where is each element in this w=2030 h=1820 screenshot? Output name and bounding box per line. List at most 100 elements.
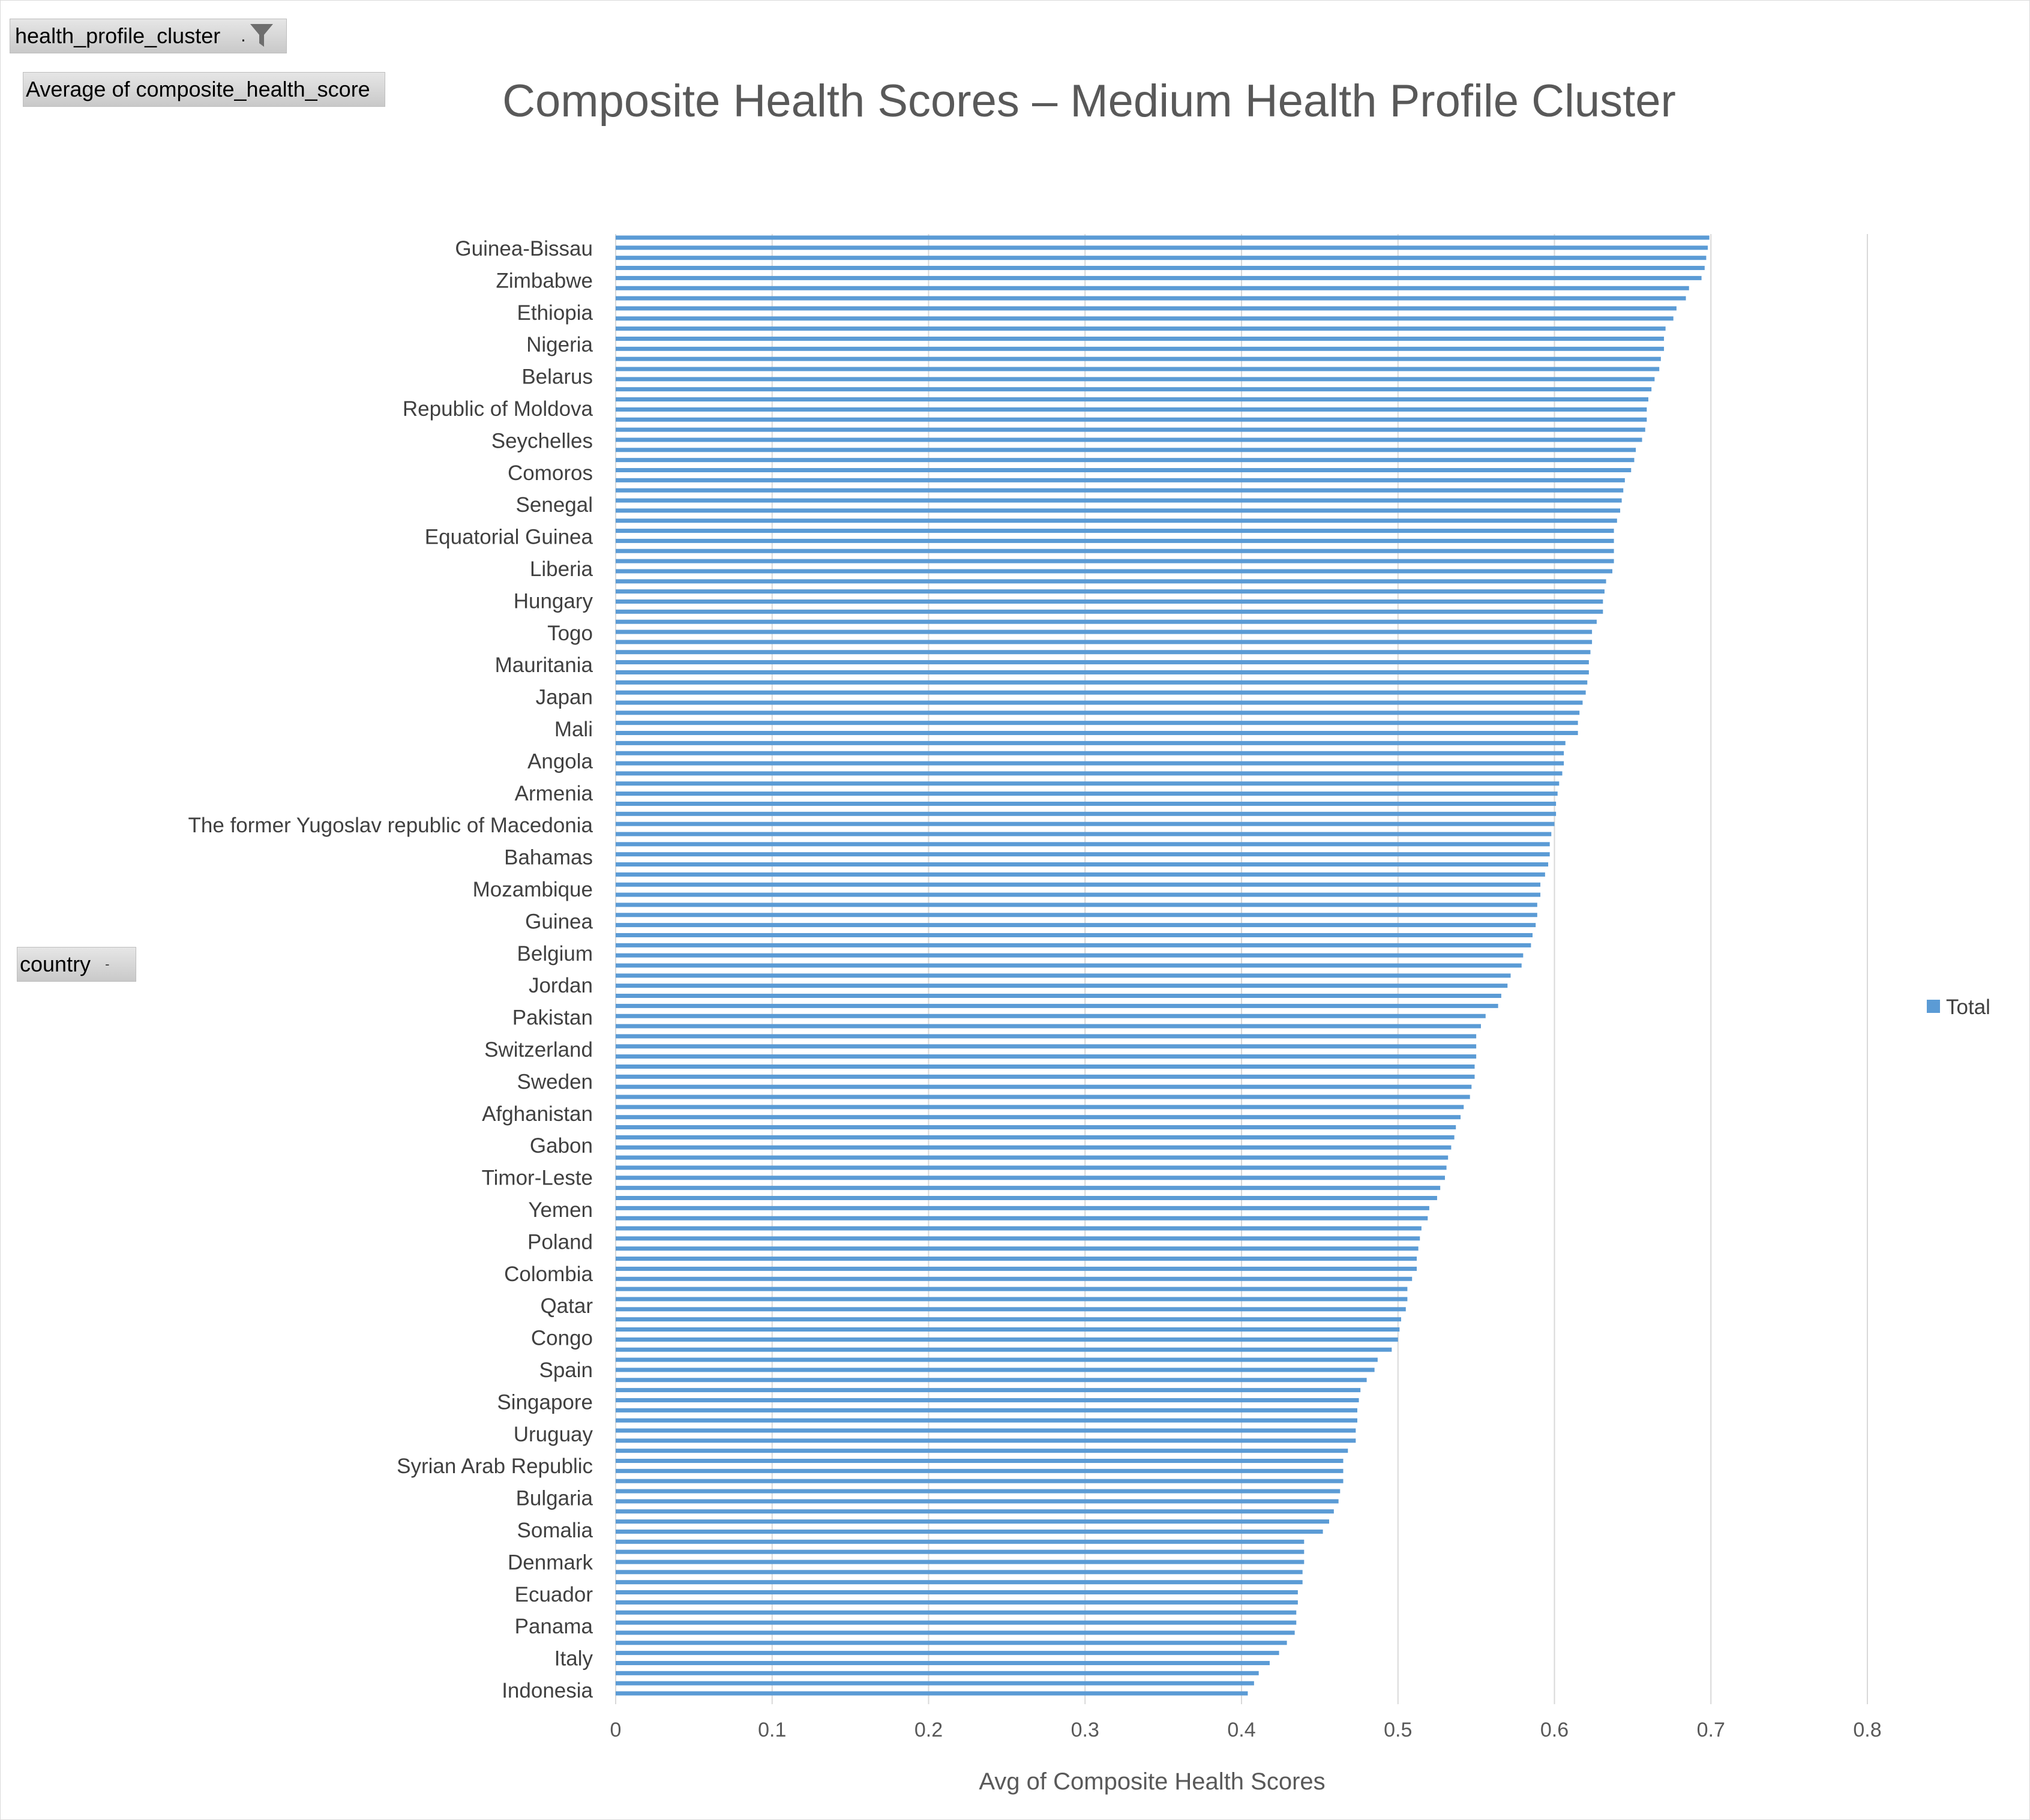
- bar[interactable]: [616, 529, 1614, 533]
- bar[interactable]: [616, 842, 1550, 847]
- bar[interactable]: [616, 407, 1647, 412]
- bar[interactable]: [616, 1529, 1323, 1534]
- bar[interactable]: [616, 731, 1578, 736]
- bar[interactable]: [616, 1145, 1452, 1150]
- bar[interactable]: [616, 498, 1622, 503]
- bar[interactable]: [616, 1307, 1406, 1312]
- bar[interactable]: [616, 548, 1614, 553]
- bar[interactable]: [616, 670, 1589, 674]
- bar[interactable]: [616, 801, 1557, 806]
- bar[interactable]: [616, 1266, 1417, 1271]
- bar[interactable]: [616, 1357, 1378, 1362]
- bar[interactable]: [616, 1226, 1422, 1231]
- bar[interactable]: [616, 1125, 1456, 1130]
- bar[interactable]: [616, 488, 1624, 493]
- bar[interactable]: [616, 1176, 1445, 1180]
- bar[interactable]: [616, 245, 1708, 250]
- bar[interactable]: [616, 1084, 1472, 1089]
- bar[interactable]: [616, 832, 1552, 836]
- bar[interactable]: [616, 1034, 1477, 1039]
- bar[interactable]: [616, 508, 1621, 513]
- bar[interactable]: [616, 458, 1635, 463]
- bar[interactable]: [616, 1580, 1303, 1585]
- bar[interactable]: [616, 518, 1617, 523]
- bar[interactable]: [616, 680, 1588, 685]
- bar[interactable]: [616, 1246, 1419, 1251]
- bar[interactable]: [616, 1024, 1481, 1029]
- bar[interactable]: [616, 589, 1605, 594]
- bar[interactable]: [616, 1276, 1413, 1281]
- bar[interactable]: [616, 538, 1614, 543]
- bar[interactable]: [616, 235, 1710, 240]
- bar[interactable]: [616, 256, 1707, 260]
- bar[interactable]: [616, 690, 1586, 695]
- bar[interactable]: [616, 1155, 1449, 1160]
- bar[interactable]: [616, 721, 1578, 725]
- bar[interactable]: [616, 346, 1665, 351]
- bar[interactable]: [616, 1115, 1461, 1120]
- bar[interactable]: [616, 640, 1593, 644]
- bar[interactable]: [616, 275, 1702, 280]
- bar[interactable]: [616, 1499, 1339, 1504]
- bar[interactable]: [616, 892, 1541, 897]
- bar[interactable]: [616, 821, 1555, 826]
- bar[interactable]: [616, 1378, 1367, 1383]
- bar[interactable]: [616, 1195, 1437, 1200]
- bar[interactable]: [616, 629, 1593, 634]
- cluster-filter-button[interactable]: health_profile_cluster .: [10, 19, 287, 53]
- bar[interactable]: [616, 1600, 1298, 1605]
- bar[interactable]: [616, 1468, 1344, 1473]
- bar[interactable]: [616, 437, 1642, 442]
- bar[interactable]: [616, 811, 1557, 816]
- bar[interactable]: [616, 569, 1612, 574]
- bar[interactable]: [616, 619, 1597, 624]
- measure-field-button[interactable]: Average of composite_health_score: [23, 72, 385, 107]
- bar[interactable]: [616, 984, 1508, 988]
- bar[interactable]: [616, 1428, 1356, 1433]
- bar[interactable]: [616, 1014, 1486, 1018]
- bar[interactable]: [616, 1105, 1464, 1110]
- bar[interactable]: [616, 266, 1705, 271]
- bar[interactable]: [616, 1539, 1305, 1544]
- bar[interactable]: [616, 1418, 1357, 1423]
- bar[interactable]: [616, 1479, 1344, 1483]
- bar[interactable]: [616, 1074, 1475, 1079]
- bar[interactable]: [616, 913, 1537, 918]
- bar[interactable]: [616, 943, 1531, 948]
- bar[interactable]: [616, 1630, 1295, 1635]
- bar[interactable]: [616, 397, 1648, 402]
- bar[interactable]: [616, 609, 1603, 614]
- country-row-field-button[interactable]: country -: [17, 947, 136, 982]
- bar[interactable]: [616, 467, 1632, 472]
- bar[interactable]: [616, 1610, 1297, 1615]
- bar[interactable]: [616, 862, 1549, 867]
- bar[interactable]: [616, 1003, 1498, 1008]
- legend[interactable]: Total: [1927, 996, 1990, 1019]
- bar[interactable]: [616, 1641, 1287, 1645]
- bar[interactable]: [616, 579, 1606, 584]
- bar[interactable]: [616, 973, 1511, 978]
- bar[interactable]: [616, 1317, 1401, 1322]
- bar[interactable]: [616, 902, 1537, 907]
- bar[interactable]: [616, 1449, 1348, 1453]
- bar[interactable]: [616, 1054, 1477, 1059]
- bar[interactable]: [616, 650, 1591, 655]
- bar[interactable]: [616, 387, 1652, 392]
- bar[interactable]: [616, 336, 1665, 341]
- bar[interactable]: [616, 1095, 1470, 1099]
- bar[interactable]: [616, 933, 1533, 937]
- bar[interactable]: [616, 367, 1660, 371]
- bar[interactable]: [616, 1186, 1441, 1191]
- bar[interactable]: [616, 1459, 1344, 1464]
- bar[interactable]: [616, 1620, 1297, 1625]
- bar[interactable]: [616, 923, 1536, 928]
- bar[interactable]: [616, 448, 1636, 452]
- bar[interactable]: [616, 286, 1689, 290]
- bar[interactable]: [616, 994, 1501, 999]
- bar[interactable]: [616, 1257, 1417, 1261]
- bar[interactable]: [616, 1398, 1359, 1402]
- bar[interactable]: [616, 326, 1666, 331]
- bar[interactable]: [616, 781, 1560, 786]
- bar[interactable]: [616, 1236, 1420, 1241]
- bar[interactable]: [616, 1327, 1400, 1332]
